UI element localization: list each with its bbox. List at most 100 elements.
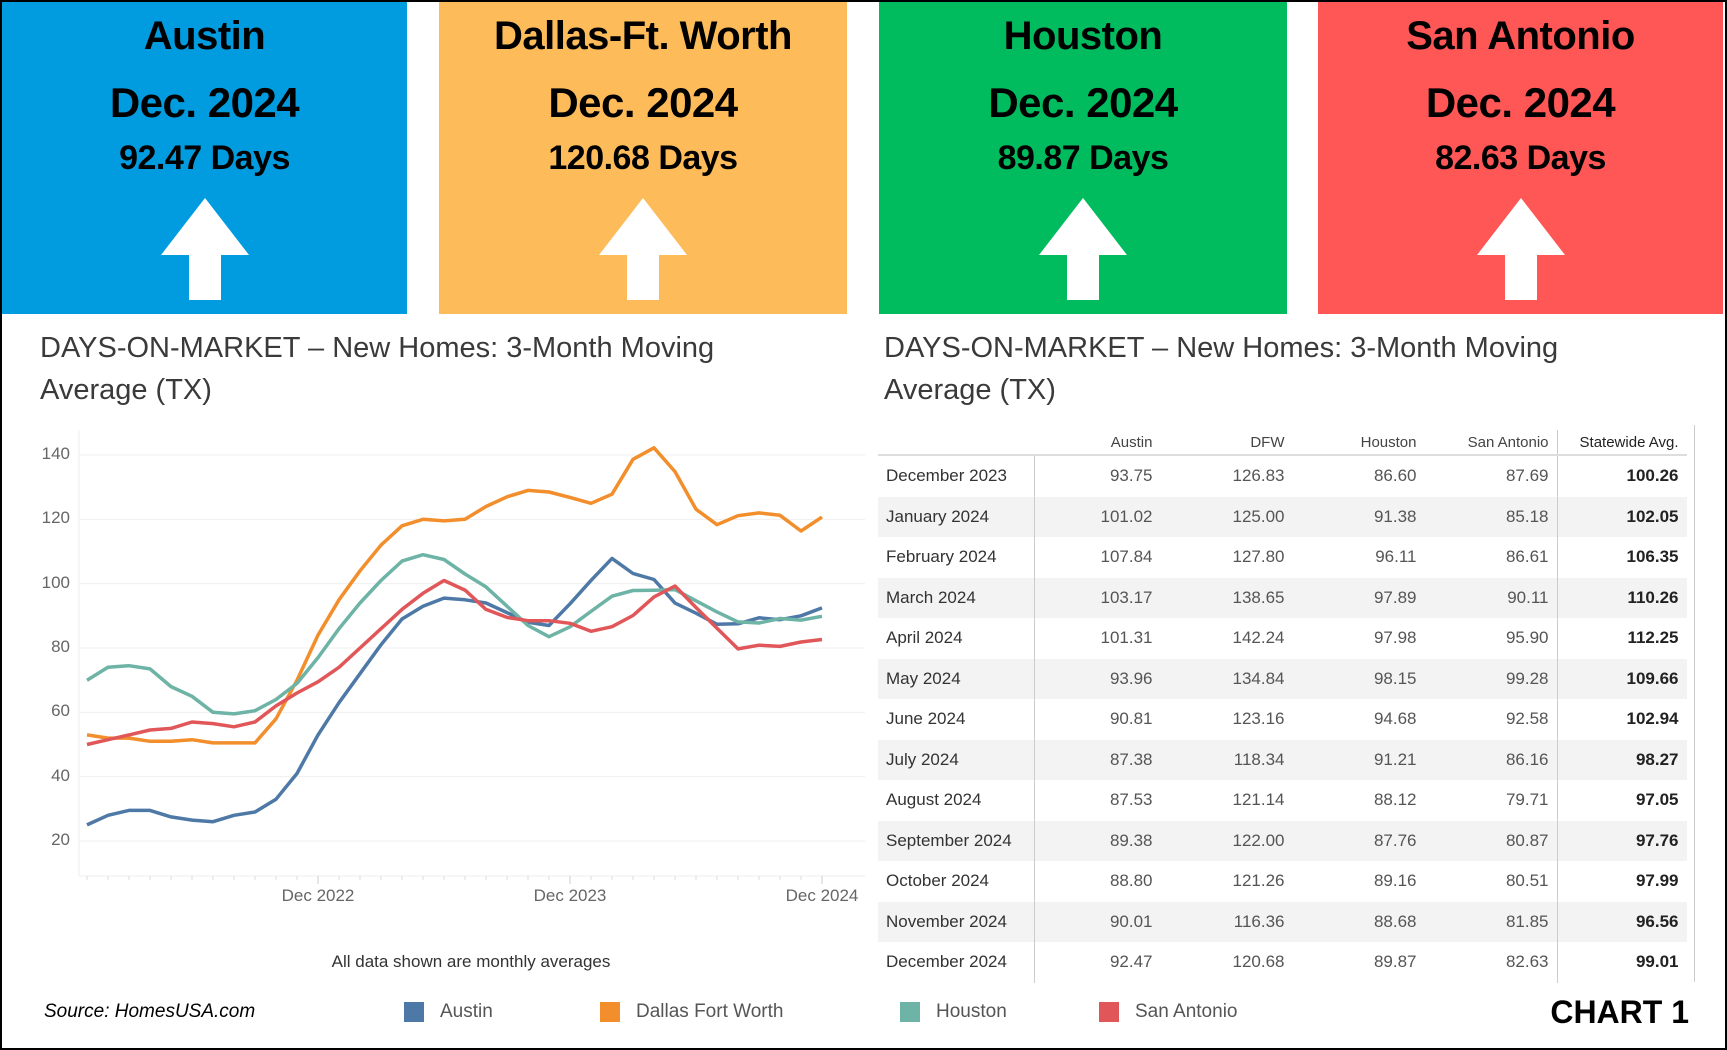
card-date: Dec. 2024 [1425, 79, 1616, 126]
table-row: November 2024 90.01 116.36 88.68 81.85 96.56 [878, 901, 1687, 942]
y-tick-label: 20 [51, 830, 70, 849]
table-cell: 81.85 [1424, 901, 1557, 942]
row-label: December 2023 [878, 455, 1035, 497]
table-cell: 109.66 [1556, 658, 1687, 699]
table-row: August 2024 87.53 121.14 88.12 79.71 97.05 [878, 780, 1687, 821]
table-cell: 91.38 [1292, 496, 1425, 537]
column-header: San Antonio [1424, 430, 1557, 456]
y-tick-label: 120 [41, 508, 70, 528]
arrow-up-icon [1476, 198, 1565, 300]
arrow-up-icon [599, 198, 687, 300]
legend-swatch [600, 1002, 620, 1022]
table-cell: 138.65 [1160, 577, 1293, 618]
table-cell: 101.31 [1100, 628, 1153, 648]
table-cell: 89.38 [1034, 820, 1161, 861]
card-days-value: 92.47 Days [119, 139, 290, 177]
column-header: Houston [1292, 430, 1425, 456]
row-label: May 2024 [878, 658, 1035, 699]
table-cell: 103.17 [1034, 577, 1161, 618]
legend-label: Austin [440, 1001, 493, 1022]
table-row: April 2024 101.31 142.24 97.98 95.90 112.25 [878, 618, 1687, 659]
x-tick-label: Dec 2022 [281, 886, 355, 905]
table-cell: 100.26 [1556, 455, 1687, 497]
table-cell: 97.98 [1373, 628, 1417, 648]
kpi-card-san-antonio: San Antonio Dec. 2024 82.63 Days [1318, 2, 1723, 314]
table-row: September 2024 89.38 122.00 87.76 80.87 97.76 [878, 820, 1687, 861]
table-cell: 116.36 [1160, 901, 1293, 942]
table-cell: 86.16 [1424, 739, 1557, 780]
table-cell: 97.89 [1292, 577, 1425, 618]
card-date: Dec. 2024 [109, 79, 300, 126]
table-cell: 88.80 [1109, 871, 1153, 891]
column-header [878, 430, 1035, 456]
row-label: October 2024 [878, 861, 1035, 902]
table-cell: 96.56 [1556, 901, 1687, 942]
chart-label: CHART 1 [1550, 994, 1689, 1030]
series-line-houston [86, 552, 823, 716]
chart-note: All data shown are monthly averages [331, 952, 611, 971]
legend-swatch [900, 1002, 920, 1022]
y-tick-label: 140 [41, 444, 70, 463]
card-city: Dallas-Ft. Worth [494, 14, 792, 58]
table-cell: 97.76 [1556, 820, 1687, 861]
table-cell: 101.02 [1034, 496, 1161, 537]
legend-item: Austin [404, 1001, 493, 1023]
legend-label: Dallas Fort Worth [636, 1001, 784, 1022]
table-row: December 2024 92.47 120.68 89.87 82.63 99.01 [878, 942, 1687, 983]
table-cell: 97.99 [1556, 861, 1687, 902]
row-label: September 2024 [878, 820, 1035, 861]
table-cell: 91.21 [1292, 739, 1425, 780]
legend-item: Houston [900, 1001, 1007, 1023]
table-cell: 93.75 [1109, 466, 1153, 486]
kpi-card-austin: Austin Dec. 2024 92.47 Days [2, 2, 407, 314]
table-cell: 121.26 [1232, 871, 1285, 891]
y-tick-label: 40 [51, 765, 70, 785]
table-row: March 2024 103.17 138.65 97.89 90.11 110.26 [878, 577, 1687, 618]
table-cell: 142.24 [1232, 628, 1285, 648]
table-cell: 79.71 [1505, 790, 1549, 810]
row-label: January 2024 [878, 496, 1035, 537]
column-header: Statewide Avg. [1556, 430, 1687, 456]
table-border [1694, 425, 1695, 982]
table-cell: 107.84 [1100, 547, 1153, 567]
y-tick-label: 60 [51, 701, 70, 721]
row-label: July 2024 [878, 739, 1035, 780]
card-date: Dec. 2024 [548, 79, 738, 126]
legend-item: Dallas Fort Worth [600, 1001, 783, 1023]
table-cell: 98.27 [1556, 739, 1687, 780]
table-cell: 96.11 [1375, 547, 1417, 567]
table-cell: 134.84 [1160, 658, 1293, 699]
table-cell: 87.76 [1292, 820, 1425, 861]
table-cell: 92.58 [1505, 709, 1549, 729]
row-label: December 2024 [878, 942, 1035, 983]
table-cell: 118.34 [1160, 739, 1293, 780]
table-cell: 97.05 [1556, 780, 1687, 821]
legend-swatch [404, 1002, 424, 1022]
table-cell: 93.96 [1034, 658, 1161, 699]
x-tick-label: Dec 2023 [533, 886, 607, 905]
table-cell: 102.05 [1556, 496, 1687, 537]
table-cell: 86.60 [1373, 466, 1417, 486]
table-row: December 2023 93.75 126.83 86.60 87.69 100.26 [878, 455, 1687, 497]
data-table: Austin DFW Houston San Antonio Statewide Avg… [878, 430, 1687, 983]
card-city: Austin [143, 14, 266, 58]
table-cell: 89.16 [1373, 871, 1417, 891]
legend-swatch [1099, 1002, 1119, 1022]
table-cell: 112.25 [1556, 618, 1687, 659]
arrow-up-icon [160, 198, 249, 300]
table-cell: 95.90 [1505, 628, 1549, 648]
table-cell: 82.63 [1505, 952, 1549, 972]
y-tick-label: 80 [51, 637, 70, 656]
table-cell: 92.47 [1109, 952, 1153, 972]
legend-item: San Antonio [1099, 1001, 1237, 1023]
table-cell: 94.68 [1373, 709, 1417, 729]
table-cell: 99.28 [1424, 658, 1557, 699]
table-cell: 88.12 [1373, 790, 1417, 810]
row-label: August 2024 [878, 780, 1035, 821]
table-row: February 2024 107.84 127.80 96.11 86.61 106.3… [878, 537, 1687, 578]
row-label: June 2024 [878, 699, 1035, 740]
table-cell: 90.01 [1034, 901, 1161, 942]
series-line-dallas-fort-worth [86, 446, 823, 745]
table-cell: 127.80 [1232, 547, 1285, 567]
y-tick-label: 100 [41, 572, 70, 592]
